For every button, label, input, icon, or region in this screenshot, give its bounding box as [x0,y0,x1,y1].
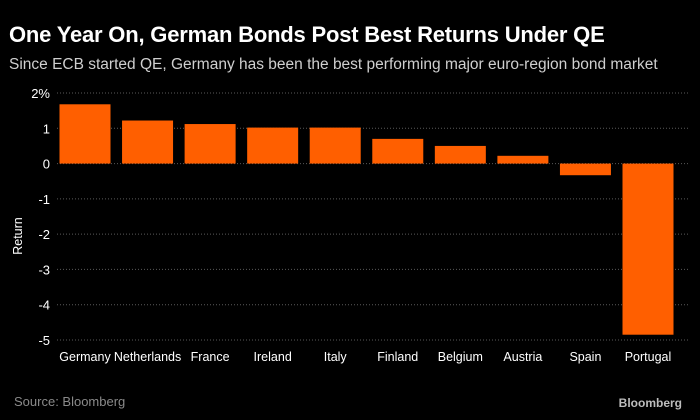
x-tick-label: Austria [503,350,542,364]
bar-netherlands [122,120,174,164]
y-axis-title: Return [11,217,25,255]
bar-finland [372,138,424,164]
bar-france [184,124,236,164]
y-tick-label: -2 [38,227,50,242]
chart-subtitle: Since ECB started QE, Germany has been t… [9,56,658,73]
y-tick-label: 0 [43,157,50,172]
y-tick-label: -1 [38,192,50,207]
bar-ireland [247,127,299,164]
bar-austria [497,155,549,164]
x-axis-labels: Germany Netherlands France Ireland Italy Finl… [59,350,671,364]
x-tick-label: Ireland [254,350,292,364]
bar-belgium [434,145,486,164]
bloomberg-logo: Bloomberg [618,396,682,410]
x-tick-label: Belgium [438,350,483,364]
y-tick-label: -3 [38,262,50,277]
x-tick-label: Finland [377,350,418,364]
x-tick-label: Portugal [625,350,672,364]
y-axis-ticks: 2% 1 0 -1 -2 -3 -4 -5 [31,86,50,348]
y-tick-label: 2% [31,86,50,101]
x-tick-label: Spain [569,350,601,364]
x-tick-label: France [191,350,230,364]
y-tick-label: -4 [38,298,50,313]
bar-germany [59,104,111,164]
y-tick-label: -5 [38,333,50,348]
bars [59,104,674,335]
x-tick-label: Italy [324,350,348,364]
y-tick-label: 1 [43,121,50,136]
chart-title: One Year On, German Bonds Post Best Retu… [9,22,605,47]
x-tick-label: Germany [59,350,111,364]
bar-spain [559,163,611,176]
x-tick-label: Netherlands [114,350,181,364]
bar-italy [309,127,361,164]
bar-portugal [622,163,674,335]
source-note: Source: Bloomberg [14,394,126,409]
